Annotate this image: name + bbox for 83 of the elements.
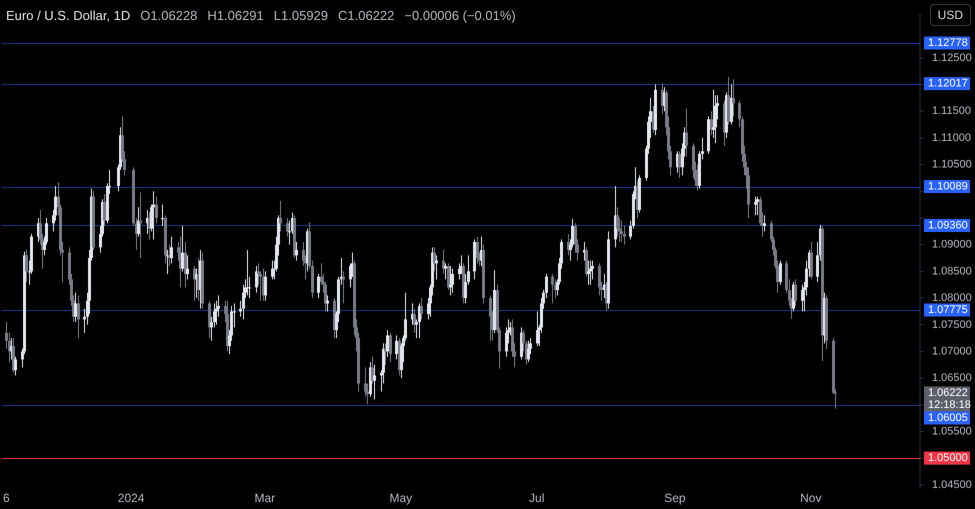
candlestick [732, 78, 735, 118]
annotation: −0.00006 (−0.01%) [404, 8, 516, 22]
candlestick [186, 254, 189, 280]
x-tick-label: 6 [2, 491, 10, 506]
x-tick-label: May [389, 491, 412, 506]
y-tick-label: 1.04500 [932, 478, 972, 491]
candlestick [170, 236, 173, 264]
ref-line-label: 1.06005 [928, 412, 968, 424]
candlestick [25, 250, 28, 283]
y-tick-label: 1.09000 [932, 238, 972, 251]
ref-line-label: 1.10089 [928, 180, 968, 193]
candlestick [801, 284, 804, 312]
annotation: O1.06228 [140, 8, 198, 22]
candlestick [326, 294, 329, 312]
candlestick [14, 356, 17, 376]
x-tick-label: Sep [664, 491, 686, 506]
candlestick [756, 196, 759, 216]
y-tick-label: 1.10500 [932, 158, 972, 171]
text: 1.06222 [928, 386, 968, 399]
candlestick [710, 110, 713, 136]
candlestick [444, 262, 447, 280]
y-tick-label: 1.06500 [932, 372, 972, 384]
candlestick [620, 220, 623, 242]
x-tick-label: Jul [529, 491, 544, 506]
candlestick [286, 217, 289, 238]
candlestick [754, 196, 757, 216]
ref-line-label: 1.07775 [928, 304, 968, 316]
annotation: L1.05929 [274, 8, 328, 22]
candlestick [373, 364, 376, 400]
candlestick [103, 193, 106, 226]
y-tick-label: 1.11500 [932, 105, 971, 118]
annotation: C1.06222 [338, 8, 394, 22]
annotation: H1.06291 [207, 8, 264, 22]
candlestick [152, 190, 155, 240]
chart-title: Euro / U.S. Dollar, 1D [6, 8, 130, 22]
candlestick [779, 260, 782, 286]
ref-line-label: 1.12778 [928, 37, 968, 50]
candlestick [763, 214, 766, 232]
candlestick [433, 246, 436, 272]
candlestick [255, 266, 258, 294]
candlestick [435, 254, 438, 280]
candlestick [161, 204, 164, 226]
candlestick [386, 330, 389, 358]
y-tick-label: 1.07500 [932, 318, 972, 331]
y-tick-label: 1.08000 [932, 292, 972, 304]
x-tick-label: Nov [800, 491, 822, 506]
candlestick [447, 262, 450, 291]
candlestick [413, 308, 416, 334]
candlestick [551, 274, 554, 304]
candlestick [442, 250, 445, 275]
ref-line-label: 1.12017 [928, 78, 968, 90]
y-tick-label: 1.11000 [932, 132, 971, 144]
x-tick-label: 2024 [118, 491, 145, 506]
candlestick [449, 266, 452, 296]
y-tick-label: 1.07000 [932, 345, 972, 358]
candlestick [389, 332, 392, 363]
candlestick [451, 268, 454, 294]
candlestick [489, 294, 492, 342]
candlestick [395, 334, 398, 360]
y-tick-label: 1.05500 [932, 426, 972, 438]
candlestick [678, 150, 681, 178]
candlestick [420, 298, 423, 320]
candlestick [139, 192, 142, 259]
candlestick [587, 260, 590, 286]
candlestick [295, 241, 298, 262]
ref-line-label: 1.09360 [928, 219, 968, 232]
candlestick [181, 225, 184, 272]
candlestick [476, 236, 479, 264]
y-tick-label: 1.08500 [932, 265, 972, 278]
candlestick [589, 260, 592, 286]
candlestick [527, 340, 530, 363]
candlestick [155, 196, 158, 224]
x-tick-label: Mar [254, 491, 276, 506]
candlestick [264, 270, 267, 302]
candlestick [317, 274, 320, 299]
candlestick [279, 200, 282, 232]
candlestick [77, 294, 80, 339]
candlestick [342, 270, 345, 304]
candlestick [794, 278, 797, 307]
y-tick-label: 1.12500 [932, 52, 972, 64]
candlestick [137, 206, 140, 238]
ref-line-label: 1.05000 [928, 452, 968, 464]
text: USD [930, 4, 971, 26]
